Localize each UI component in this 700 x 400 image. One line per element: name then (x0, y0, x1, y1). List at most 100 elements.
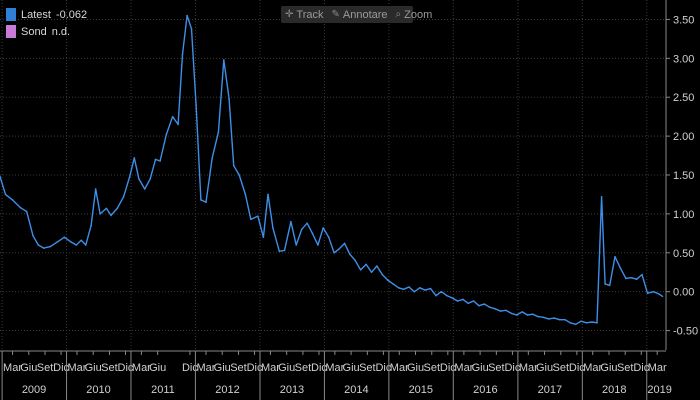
data-point (478, 304, 480, 307)
data-point (232, 164, 235, 167)
data-point (553, 317, 555, 319)
legend-label-sond: Sond (21, 25, 47, 38)
data-point (99, 213, 101, 215)
data-point (186, 14, 188, 17)
data-point (128, 175, 131, 178)
data-point (19, 206, 22, 209)
data-point (451, 297, 453, 299)
data-point (408, 286, 410, 288)
series-line-latest (0, 14, 663, 325)
data-point (278, 250, 281, 252)
data-point (116, 207, 118, 210)
x-year-label: 2014 (344, 384, 368, 396)
data-point (472, 300, 475, 302)
annotate-label: Annotare (342, 8, 388, 21)
legend-label-latest: Latest (21, 8, 51, 21)
data-point (531, 313, 534, 316)
x-year-label: 2010 (86, 384, 110, 396)
x-month-label: Mar (132, 362, 151, 374)
x-month-label: Dic (118, 362, 134, 374)
y-tick-label: -0.50 (673, 326, 698, 338)
crosshair-icon: ✛ (285, 9, 294, 20)
data-point (630, 276, 632, 279)
x-year-label: 2019 (647, 384, 671, 396)
data-point (75, 244, 78, 246)
data-point (4, 193, 7, 196)
data-point (257, 215, 259, 217)
data-point (228, 98, 230, 100)
data-point (542, 316, 545, 319)
data-point (370, 271, 373, 274)
data-point (138, 178, 140, 180)
data-point (205, 201, 207, 203)
data-point (365, 263, 367, 266)
x-month-label: Set (37, 362, 54, 374)
y-tick-label: 0.50 (673, 248, 694, 260)
legend-value-sond: n.d. (51, 25, 71, 38)
x-month-label: Mar (454, 362, 473, 374)
data-point (133, 157, 136, 159)
x-month-label: Giu (343, 362, 360, 374)
data-point (653, 290, 655, 293)
x-month-label: Giu (278, 362, 295, 374)
data-point (435, 294, 437, 297)
x-month-label: Dic (375, 362, 391, 374)
data-point (94, 188, 97, 190)
data-point (70, 241, 72, 243)
x-month-label: Set (359, 362, 376, 374)
data-point (625, 277, 627, 280)
data-point (564, 318, 566, 321)
data-point (211, 157, 213, 159)
x-month-label: Set (488, 362, 505, 374)
data-point (635, 278, 638, 281)
data-point (25, 210, 28, 213)
annotate-button[interactable]: ✎ Annotare (327, 9, 391, 21)
x-month-label: Dic (182, 362, 198, 374)
x-month-label: Set (101, 362, 118, 374)
data-point (338, 248, 340, 250)
x-month-label: Giu (600, 362, 617, 374)
legend-item-sond[interactable]: Sond n.d. (6, 23, 87, 40)
y-tick-label: 2.50 (673, 92, 694, 104)
data-point (262, 236, 265, 238)
data-point (526, 314, 529, 316)
data-point (290, 220, 292, 223)
x-month-label: Giu (407, 362, 424, 374)
data-point (90, 224, 92, 227)
x-year-label: 2009 (22, 384, 46, 396)
chart-toolbar: ✛ Track ✎ Annotare ⌕ Zoom (281, 6, 432, 23)
data-point (569, 322, 572, 324)
data-point (105, 207, 108, 210)
legend: Latest -0.062 Sond n.d. (6, 6, 87, 40)
x-month-label: Mar (390, 362, 409, 374)
y-tick-label: 3.50 (673, 14, 694, 26)
data-point (483, 303, 486, 305)
data-point (295, 244, 298, 246)
data-point (392, 283, 394, 285)
x-month-label: Set (295, 362, 312, 374)
data-point (177, 123, 179, 126)
data-point (537, 315, 539, 318)
data-point (510, 312, 513, 315)
data-point (548, 318, 550, 320)
x-month-label: Giu (536, 362, 553, 374)
data-point (359, 269, 362, 271)
data-point (333, 252, 335, 254)
zoom-button[interactable]: ⌕ Zoom (392, 9, 437, 21)
x-month-label: Mar (583, 362, 602, 374)
data-point (381, 273, 384, 276)
data-point (217, 131, 220, 133)
data-point (349, 253, 351, 256)
chart-grid (0, 0, 666, 350)
track-button[interactable]: ✛ Track (281, 9, 327, 21)
data-point (49, 245, 52, 248)
data-point (440, 290, 443, 293)
y-tick-label: 1.50 (673, 170, 694, 182)
x-month-label: Set (424, 362, 441, 374)
data-point (488, 306, 491, 309)
data-point (419, 287, 421, 289)
legend-item-latest[interactable]: Latest -0.062 (6, 6, 87, 23)
data-point (505, 309, 507, 312)
